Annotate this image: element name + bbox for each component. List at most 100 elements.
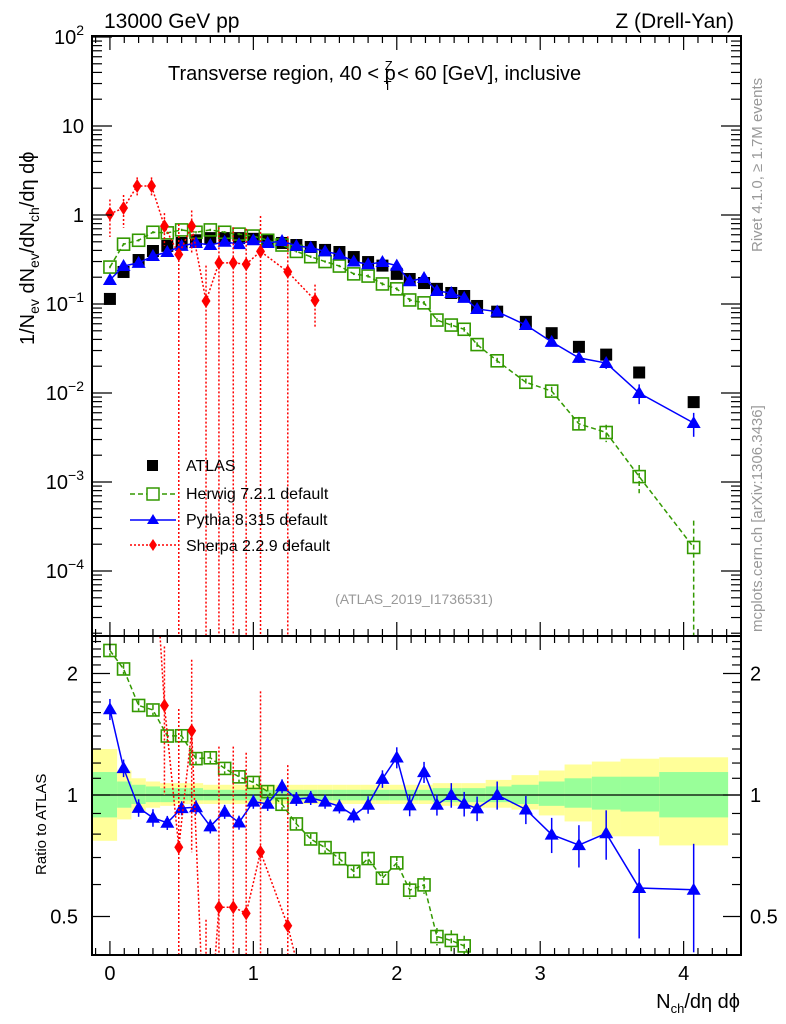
ratio-point-pythia bbox=[375, 771, 390, 784]
series-line-pythia bbox=[109, 239, 695, 424]
legend-marker-herwig bbox=[146, 487, 160, 501]
ratio-point-sherpa bbox=[187, 723, 197, 738]
point-sherpa bbox=[256, 244, 266, 259]
ratio-point-pythia bbox=[246, 794, 261, 807]
y-tick-label: 10−3 bbox=[46, 467, 84, 494]
ratio-point-pythia bbox=[490, 788, 505, 800]
ratio-point-herwig bbox=[471, 964, 483, 976]
point-pythia bbox=[188, 235, 203, 248]
ratio-point-pythia bbox=[417, 765, 432, 778]
point-atlas bbox=[103, 292, 116, 305]
point-herwig bbox=[361, 269, 375, 283]
ratio-point-pythia bbox=[318, 794, 333, 807]
ratio-point-herwig bbox=[174, 728, 189, 743]
ratio-y-tick-label: 1 bbox=[67, 785, 78, 807]
point-pythia bbox=[444, 285, 459, 298]
point-pythia bbox=[490, 304, 505, 317]
point-herwig bbox=[490, 354, 504, 368]
xlabel: Nch/dη dϕ bbox=[656, 991, 740, 1016]
band-stat-bin bbox=[538, 781, 565, 806]
band-stat-bin bbox=[188, 788, 204, 801]
point-herwig bbox=[519, 375, 533, 390]
legend-marker-atlas bbox=[147, 460, 158, 471]
point-sherpa bbox=[187, 219, 197, 234]
point-herwig bbox=[346, 267, 361, 281]
ratio-point-sherpa bbox=[228, 900, 238, 915]
point-herwig bbox=[332, 259, 347, 273]
ratio-point-pythia bbox=[457, 796, 472, 809]
legend-label-pythia: Pythia 8.315 default bbox=[186, 512, 328, 529]
point-sherpa bbox=[132, 178, 142, 193]
x-tick-label: 4 bbox=[678, 963, 689, 985]
ratio-point-sherpa bbox=[133, 452, 142, 466]
ratio-point-herwig bbox=[203, 751, 218, 765]
ratio-point-pythia bbox=[346, 808, 361, 821]
point-herwig bbox=[146, 225, 160, 240]
point-pythia bbox=[303, 240, 318, 253]
ratio-point-herwig bbox=[116, 662, 131, 676]
point-pythia bbox=[599, 356, 614, 369]
legend-label-atlas: ATLAS bbox=[186, 458, 236, 475]
analysis-label: (ATLAS_2019_I1736531) bbox=[335, 591, 493, 607]
point-herwig bbox=[686, 540, 701, 555]
ratio-point-herwig bbox=[491, 1012, 503, 1024]
point-atlas bbox=[390, 267, 403, 280]
point-herwig bbox=[572, 417, 586, 431]
y-tick-label: 10 bbox=[62, 116, 84, 138]
point-pythia bbox=[217, 234, 232, 247]
ratio-point-herwig bbox=[332, 851, 347, 866]
ratio-point-pythia bbox=[275, 779, 290, 792]
legend-label-herwig: Herwig 7.2.1 default bbox=[186, 486, 329, 503]
ratio-point-herwig bbox=[232, 770, 246, 784]
legend: ATLAS Herwig 7.2.1 default Pythia 8.315 … bbox=[130, 458, 331, 555]
point-herwig bbox=[544, 384, 559, 398]
point-pythia bbox=[203, 238, 218, 251]
ratio-line-sherpa bbox=[159, 636, 296, 955]
uncertainty-band bbox=[92, 749, 741, 846]
ratio-point-herwig bbox=[318, 840, 332, 855]
legend-marker-sherpa bbox=[149, 539, 157, 551]
point-pythia bbox=[260, 235, 275, 248]
point-pythia bbox=[332, 247, 347, 260]
ratio-point-pythia bbox=[470, 801, 485, 814]
ratio-point-pythia bbox=[116, 761, 131, 774]
ratio-y-tick-label-right: 2 bbox=[750, 664, 761, 686]
ratio-point-herwig bbox=[131, 698, 146, 713]
point-pythia bbox=[389, 258, 404, 271]
x-tick-label: 2 bbox=[391, 963, 402, 985]
band-stat-bin bbox=[591, 776, 621, 810]
axes: 0 1 2 3 4 102 10 1 10−1 10−2 10−3 10−4 2 2 1 1 0.5 0.5 bbox=[46, 22, 778, 985]
ratio-point-pythia bbox=[260, 796, 275, 809]
ratio-point-herwig bbox=[246, 775, 261, 790]
point-sherpa bbox=[241, 257, 251, 272]
ratio-point-pythia bbox=[518, 802, 533, 815]
ratio-point-herwig bbox=[275, 797, 289, 812]
point-herwig bbox=[203, 223, 218, 237]
point-sherpa bbox=[159, 219, 169, 234]
point-sherpa bbox=[228, 255, 238, 270]
point-herwig bbox=[457, 322, 471, 337]
band-stat-bin bbox=[511, 784, 539, 804]
point-sherpa bbox=[105, 206, 115, 221]
x-tick-label: 0 bbox=[104, 963, 115, 985]
point-herwig bbox=[402, 293, 417, 307]
ratio-point-sherpa bbox=[241, 906, 251, 921]
ratio-point-herwig bbox=[303, 832, 318, 846]
point-pythia bbox=[318, 244, 333, 257]
ratio-point-herwig bbox=[417, 878, 431, 892]
ratio-y-tick-label: 2 bbox=[67, 664, 78, 686]
point-pythia bbox=[116, 259, 131, 272]
point-pythia bbox=[429, 283, 444, 296]
point-pythia bbox=[457, 290, 472, 303]
y-tick-label: 10−1 bbox=[46, 289, 84, 316]
header-left: 13000 GeV pp bbox=[104, 10, 239, 33]
point-herwig bbox=[389, 282, 404, 296]
band-stat-bin bbox=[174, 788, 189, 801]
ratio-point-pythia bbox=[160, 815, 175, 828]
upper-panel bbox=[102, 177, 701, 636]
header-right: Z (Drell-Yan) bbox=[615, 10, 734, 33]
point-atlas bbox=[545, 327, 558, 340]
ratio-point-herwig bbox=[289, 817, 304, 831]
point-pythia bbox=[361, 257, 376, 270]
ratio-point-pythia bbox=[203, 819, 218, 832]
